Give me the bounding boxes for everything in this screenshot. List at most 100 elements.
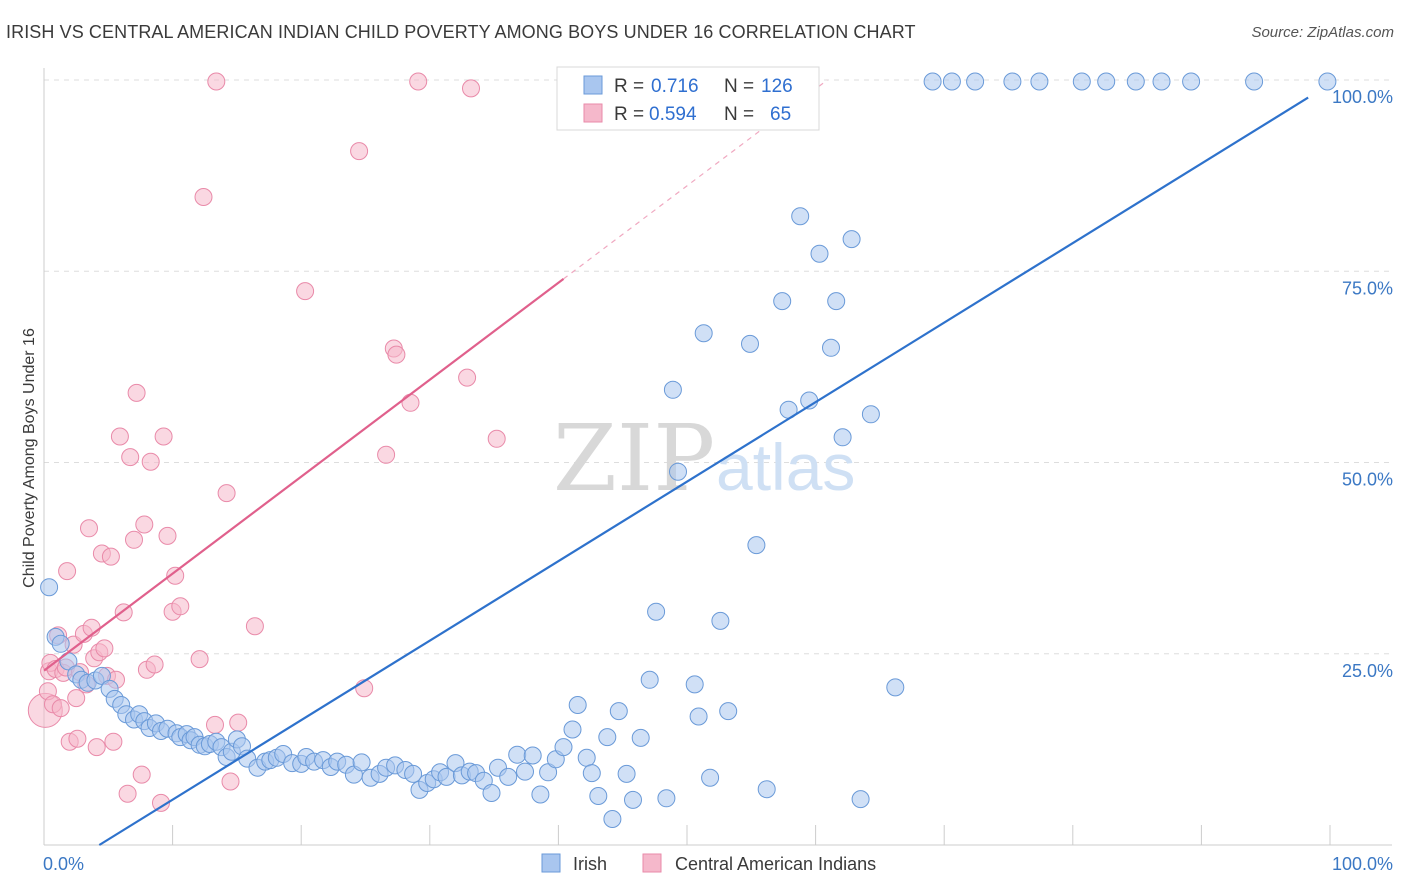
watermark: ZIP atlas	[553, 405, 855, 512]
cai-point	[409, 72, 428, 91]
legend-n-value-irish: 126	[761, 76, 793, 97]
cai-point	[145, 655, 164, 674]
cai-point	[125, 530, 143, 549]
irish-point	[1126, 72, 1145, 91]
legend-n-value-cai: 65	[770, 104, 791, 125]
cai-point	[121, 448, 140, 467]
irish-point	[617, 764, 636, 783]
irish-point	[685, 675, 704, 694]
irish-point	[851, 790, 870, 809]
irish-point	[747, 536, 766, 555]
irish-point	[516, 762, 534, 781]
cai-point	[171, 597, 190, 616]
cai-point	[127, 383, 146, 402]
cai-point	[190, 650, 209, 669]
legend-swatch-irish	[583, 75, 603, 95]
y-axis-label: Child Poverty Among Boys Under 16	[21, 328, 38, 588]
irish-point	[701, 768, 720, 787]
irish-points	[40, 72, 1337, 828]
cai-point	[80, 519, 98, 538]
legend-r-label-irish: R =	[614, 76, 644, 97]
irish-point	[554, 738, 573, 757]
y-tick-label-2: 75.0%	[1342, 278, 1393, 298]
irish-point	[741, 334, 759, 353]
irish-point	[609, 702, 628, 721]
irish-point	[598, 728, 617, 747]
cai-point	[387, 345, 406, 364]
cai-point	[67, 689, 86, 708]
cai-point	[68, 729, 87, 748]
irish-point	[757, 780, 776, 799]
irish-point	[1152, 72, 1171, 91]
cai-point	[221, 772, 240, 791]
central-american-indian-points	[27, 72, 506, 812]
y-tick-label-1: 50.0%	[1342, 470, 1393, 490]
cai-point	[194, 188, 213, 206]
watermark-atlas: atlas	[716, 430, 855, 504]
irish-point	[1245, 72, 1264, 91]
bottom-legend-label-irish: Irish	[573, 854, 607, 874]
irish-point	[482, 784, 501, 802]
cai-point	[296, 282, 315, 301]
x-tick-label-1: 100.0%	[1332, 854, 1393, 874]
irish-point	[689, 707, 708, 726]
irish-point	[624, 790, 642, 809]
cai-point	[458, 368, 477, 387]
cai-point	[206, 715, 224, 734]
cai-point	[135, 515, 154, 534]
irish-point	[640, 670, 659, 689]
irish-point	[499, 767, 518, 786]
irish-point	[508, 745, 527, 764]
irish-point	[1030, 72, 1049, 91]
irish-point	[582, 764, 601, 783]
irish-point	[663, 380, 682, 399]
legend-r-value-irish: 0.716	[651, 76, 699, 97]
cai-point	[152, 793, 170, 812]
legend-n-label-cai: N =	[724, 104, 754, 125]
irish-point	[773, 292, 792, 311]
cai-point	[207, 72, 226, 91]
grid-layer	[44, 79, 1392, 655]
cai-point	[51, 699, 70, 718]
cai-point	[487, 429, 506, 448]
irish-point	[631, 728, 650, 747]
irish-point	[942, 72, 961, 91]
tick-labels: 25.0% 50.0% 75.0% 100.0% 0.0% 100.0%	[43, 87, 1393, 874]
cai-point	[58, 562, 77, 581]
irish-point	[1182, 72, 1201, 91]
cai-point	[101, 547, 120, 566]
irish-point	[531, 785, 550, 804]
chart-title: IRISH VS CENTRAL AMERICAN INDIAN CHILD P…	[6, 22, 916, 42]
cai-trendline	[43, 278, 565, 672]
correlation-legend: R = 0.716 N = 126 R = 0.594 N = 65	[556, 66, 820, 131]
irish-point	[694, 324, 713, 343]
cai-point	[132, 765, 151, 784]
irish-point	[603, 810, 622, 828]
irish-point	[647, 602, 666, 621]
y-tick-label-0: 25.0%	[1342, 661, 1393, 681]
irish-point	[563, 720, 582, 739]
irish-point	[40, 578, 59, 597]
irish-point	[1072, 72, 1091, 91]
irish-point	[711, 611, 730, 630]
legend-n-label-irish: N =	[724, 76, 754, 97]
cai-point	[245, 617, 264, 636]
source-credit: Source: ZipAtlas.com	[1251, 24, 1394, 41]
bottom-legend-swatch-cai	[642, 853, 662, 873]
irish-point	[791, 207, 810, 226]
cai-point	[350, 142, 369, 161]
cai-point	[154, 427, 173, 446]
irish-point	[568, 696, 587, 714]
trendlines	[43, 79, 1309, 846]
irish-point	[886, 678, 905, 697]
cai-point	[158, 526, 177, 545]
irish-trendline	[98, 96, 1309, 846]
y-tick-label-3: 100.0%	[1332, 87, 1393, 107]
irish-point	[669, 462, 687, 481]
irish-point	[352, 753, 371, 772]
irish-point	[822, 338, 840, 357]
irish-point	[577, 748, 596, 767]
cai-point	[166, 566, 185, 585]
irish-point	[404, 764, 423, 783]
